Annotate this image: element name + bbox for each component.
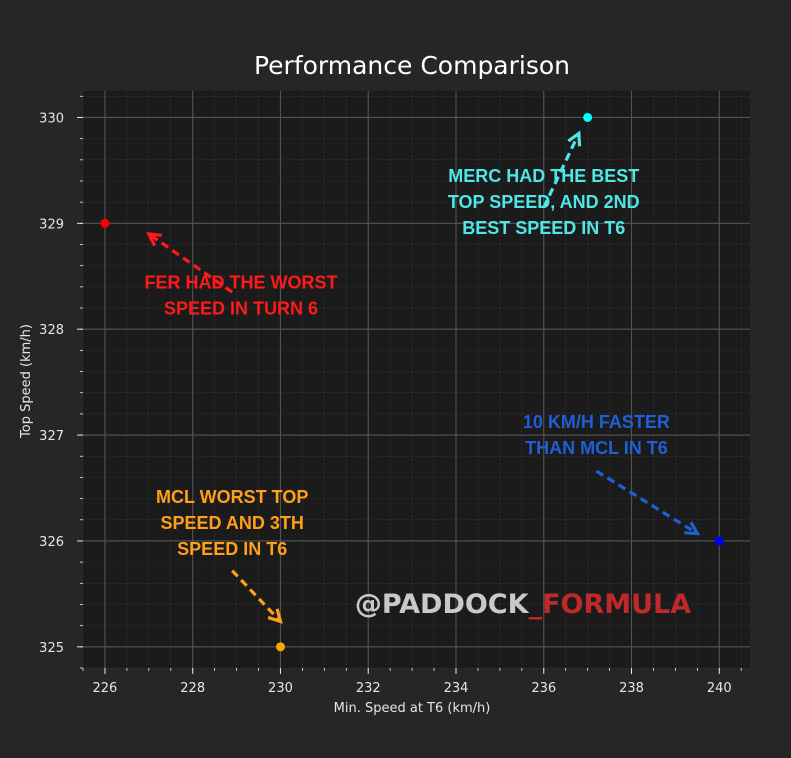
x-tick-label: 236 <box>531 681 556 696</box>
annotation-line: TOP SPEED, AND 2ND <box>448 192 640 212</box>
annotation-line: MERC HAD THE BEST <box>448 166 639 186</box>
y-tick-label: 329 <box>39 217 64 232</box>
major-grid <box>83 91 750 668</box>
annotation-text: FER HAD THE WORST SPEED IN TURN 6 <box>144 272 337 318</box>
watermark-suffix: _FORMULA <box>529 589 692 620</box>
chart-title: Performance Comparison <box>254 51 570 80</box>
x-axis-ticks: 226 228 230 232 234 236 238 240 <box>82 668 742 696</box>
annotation-arrowhead <box>567 130 582 147</box>
y-tick-label: 328 <box>39 323 64 338</box>
x-tick-label: 234 <box>444 681 469 696</box>
annotation-line: SPEED IN TURN 6 <box>164 298 318 318</box>
scatter-point <box>275 642 285 652</box>
annotation-arrowhead <box>146 232 162 247</box>
annotation-line: THAN MCL IN T6 <box>525 438 668 458</box>
watermark: @PADDOCK_FORMULA <box>355 589 691 620</box>
annotation-arrow <box>231 569 282 623</box>
annotation-line: 10 KM/H FASTER <box>523 412 670 432</box>
y-tick-label: 330 <box>39 111 64 126</box>
y-tick-label: 326 <box>39 535 64 550</box>
annotation-arrow <box>147 232 234 294</box>
x-tick-label: 230 <box>268 681 293 696</box>
y-axis-label: Top Speed (km/h) <box>19 324 34 439</box>
annotation-text: MERC HAD THE BEST TOP SPEED, AND 2ND BEST … <box>448 166 640 238</box>
scatter-point <box>714 536 724 546</box>
data-points <box>100 112 724 652</box>
annotation-line: FER HAD THE WORST <box>144 272 337 292</box>
watermark-handle: @PADDOCK <box>355 589 530 620</box>
annotation-arrows <box>146 130 701 624</box>
annotation-arrow <box>542 132 581 209</box>
svg-text:@PADDOCK_FORMULA: @PADDOCK_FORMULA <box>355 589 691 620</box>
x-axis-label: Min. Speed at T6 (km/h) <box>334 701 491 716</box>
scatter-point <box>100 218 110 228</box>
annotation-line: BEST SPEED IN T6 <box>462 218 625 238</box>
annotation-line: SPEED IN T6 <box>177 539 287 559</box>
x-tick-label: 226 <box>93 681 118 696</box>
annotation-line: SPEED AND 3TH <box>161 513 304 533</box>
annotation-arrowhead <box>267 608 283 624</box>
annotation-line: MCL WORST TOP <box>156 487 308 507</box>
y-tick-label: 325 <box>39 641 64 656</box>
x-tick-label: 238 <box>619 681 644 696</box>
x-tick-label: 228 <box>180 681 205 696</box>
annotation-arrow <box>595 469 699 535</box>
annotation-arrowhead <box>684 521 701 536</box>
annotations: FER HAD THE WORST SPEED IN TURN 6 MCL WORS… <box>144 166 669 559</box>
x-tick-label: 240 <box>707 681 732 696</box>
x-tick-label: 232 <box>356 681 381 696</box>
y-tick-label: 327 <box>39 429 64 444</box>
plot-area <box>83 91 750 668</box>
annotation-text: MCL WORST TOP SPEED AND 3TH SPEED IN T6 <box>156 487 308 559</box>
y-axis-ticks: 325 326 327 328 329 330 <box>39 95 83 669</box>
scatter-point <box>583 112 593 122</box>
annotation-text: 10 KM/H FASTER THAN MCL IN T6 <box>523 412 670 458</box>
